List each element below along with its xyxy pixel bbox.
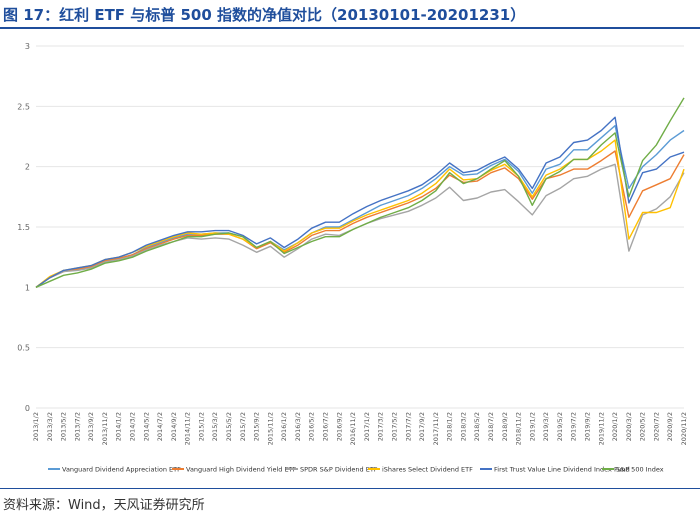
series-line [35,139,685,288]
x-tick-label: 2019/1/2 [528,412,536,441]
y-axis-ticks: 0 0.5 1 1.5 2 2.5 3 [17,42,30,413]
x-tick-label: 2013/5/2 [60,412,68,441]
x-tick-label: 2013/11/2 [101,412,109,445]
legend-label: iShares Select Dividend ETF [382,466,473,474]
x-tick-label: 2016/11/2 [349,412,357,445]
x-tick-label: 2020/7/2 [652,412,660,441]
x-tick-label: 2019/11/2 [597,412,605,445]
title-divider [0,27,700,29]
x-tick-label: 2020/11/2 [680,412,688,445]
x-tick-label: 2018/11/2 [515,412,523,445]
x-tick-label: 2017/7/2 [404,412,412,441]
x-tick-label: 2016/7/2 [322,412,330,441]
y-tick-label: 3 [25,42,30,51]
series-line [35,97,685,288]
x-tick-label: 2016/5/2 [308,412,316,441]
legend-label: Vanguard High Dividend Yield ETF [186,466,297,474]
y-tick-label: 2 [25,163,30,172]
y-tick-label: 1.5 [17,223,30,232]
x-tick-label: 2018/9/2 [501,412,509,441]
y-tick-label: 2.5 [17,102,30,111]
legend: Vanguard Dividend Appreciation ETF Vangua… [48,466,664,474]
x-tick-label: 2020/9/2 [666,412,674,441]
y-tick-label: 1 [25,283,30,292]
legend-label: SPDR S&P Dividend ETF [300,466,378,474]
x-tick-label: 2015/11/2 [266,412,274,445]
y-tick-label: 0.5 [17,344,30,353]
x-tick-label: 2018/3/2 [459,412,467,441]
series-line [35,150,685,288]
x-tick-label: 2019/5/2 [556,412,564,441]
chart-title: 图 17：红利 ETF 与标普 500 指数的净值对比（20130101-202… [3,6,526,24]
x-tick-label: 2019/3/2 [542,412,550,441]
line-chart: 00.511.522.53 2013/1/2 2013/3/2 2013/5/2 20… [17,42,688,474]
x-tick-label: 2013/9/2 [87,412,95,441]
x-tick-label: 2015/3/2 [211,412,219,441]
x-tick-label: 2013/1/2 [32,412,40,441]
x-tick-label: 2014/11/2 [184,412,192,445]
x-tick-label: 2015/7/2 [239,412,247,441]
x-tick-label: 2020/1/2 [611,412,619,441]
legend-label: Vanguard Dividend Appreciation ETF [62,466,181,474]
x-tick-label: 2016/1/2 [280,412,288,441]
series-line [35,124,685,288]
x-tick-label: 2020/5/2 [639,412,647,441]
x-tick-label: 2014/9/2 [170,412,178,441]
x-tick-label: 2017/11/2 [432,412,440,445]
y-tick-label: 0 [25,404,30,413]
series-lines [35,97,685,288]
footer-divider [0,488,700,489]
x-tick-label: 2019/7/2 [570,412,578,441]
x-tick-label: 2017/3/2 [377,412,385,441]
x-tick-label: 2017/9/2 [418,412,426,441]
x-tick-label: 2018/5/2 [473,412,481,441]
legend-label: First Trust Value Line Dividend Index Fu… [494,466,630,474]
x-tick-label: 2013/3/2 [46,412,54,441]
series-line [35,116,685,288]
x-tick-label: 2015/9/2 [253,412,261,441]
source-note: 资料来源：Wind，天风证券研究所 [3,498,205,513]
x-tick-label: 2015/5/2 [225,412,233,441]
x-axis-ticks: 2013/1/2 2013/3/2 2013/5/2 2013/7/2 2013/9/2… [32,412,688,445]
grid-lines [36,45,684,409]
x-tick-label: 2019/9/2 [583,412,591,441]
x-tick-label: 2015/1/2 [197,412,205,441]
x-tick-label: 2018/7/2 [487,412,495,441]
x-tick-label: 2017/1/2 [363,412,371,441]
x-tick-label: 2014/7/2 [156,412,164,441]
x-tick-label: 2014/1/2 [115,412,123,441]
x-tick-label: 2013/7/2 [73,412,81,441]
x-tick-label: 2014/5/2 [142,412,150,441]
x-tick-label: 2014/3/2 [129,412,137,441]
x-tick-label: 2017/5/2 [390,412,398,441]
x-tick-label: 2016/9/2 [335,412,343,441]
x-tick-label: 2016/3/2 [294,412,302,441]
legend-label: S&P 500 Index [616,466,664,474]
x-tick-label: 2020/3/2 [625,412,633,441]
x-tick-label: 2018/1/2 [446,412,454,441]
